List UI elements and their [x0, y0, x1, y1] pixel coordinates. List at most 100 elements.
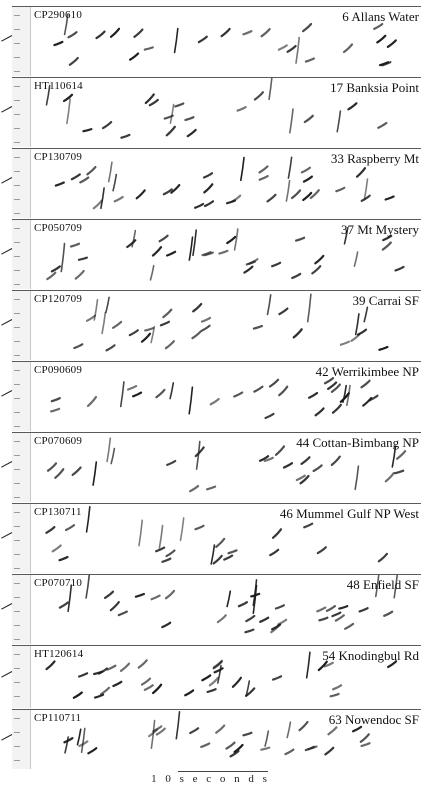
- syllable-mark: [302, 22, 313, 33]
- syllable-mark: [63, 14, 69, 36]
- syllable-mark: [375, 575, 380, 598]
- syllable-mark: [102, 121, 113, 130]
- frequency-axis: [12, 575, 31, 644]
- axis-tick: [14, 760, 20, 761]
- syllable-mark: [203, 200, 215, 208]
- frequency-axis: [12, 433, 31, 502]
- axis-tick: [14, 654, 20, 655]
- recording-code: HT110614: [34, 80, 83, 92]
- axis-tick: [14, 597, 20, 598]
- site-label: 39 Carrai SF: [352, 293, 419, 308]
- syllable-mark: [140, 332, 152, 343]
- syllable-mark: [209, 398, 220, 406]
- recording-code: CP090609: [34, 364, 83, 376]
- syllable-mark: [343, 227, 349, 245]
- syllable-mark: [150, 594, 161, 601]
- spectrogram-image: [45, 78, 388, 139]
- axis-tick: [14, 355, 20, 356]
- syllable-mark: [87, 747, 98, 755]
- axis-tick: [14, 299, 20, 300]
- syllable-mark: [330, 383, 341, 393]
- syllable-mark: [291, 272, 302, 280]
- syllable-mark: [394, 265, 405, 272]
- syllable-mark: [158, 524, 164, 549]
- syllable-mark: [201, 674, 212, 682]
- syllable-mark: [202, 172, 214, 179]
- syllable-mark: [58, 601, 69, 609]
- syllable-mark: [282, 462, 294, 469]
- syllable-mark: [51, 544, 62, 553]
- syllable-mark: [66, 98, 71, 125]
- recording-code: CP110711: [34, 712, 82, 724]
- syllable-mark: [382, 234, 393, 242]
- time-scale-bar: [178, 771, 268, 772]
- syllable-mark: [95, 30, 106, 40]
- syllable-mark: [233, 391, 244, 398]
- syllable-mark: [213, 667, 224, 674]
- syllable-mark: [120, 133, 131, 139]
- syllable-mark: [80, 727, 86, 753]
- syllable-mark: [103, 590, 115, 599]
- syllable-mark: [159, 320, 170, 327]
- spectrogram-panel: CP290610 6 Allans Water: [12, 6, 421, 76]
- syllable-mark: [350, 333, 361, 342]
- syllable-mark: [344, 622, 355, 630]
- syllable-mark: [252, 324, 263, 330]
- spectrogram-panel: CP070710 48 Enfield SF: [12, 574, 421, 644]
- syllable-mark: [277, 44, 288, 51]
- leader-line: [1, 35, 13, 42]
- syllable-mark: [259, 616, 270, 623]
- syllable-mark: [396, 450, 407, 460]
- spectrogram-panel: CP120709 39 Carrai SF: [12, 290, 421, 360]
- axis-tick: [14, 732, 20, 733]
- syllable-mark: [133, 28, 144, 38]
- syllable-mark: [109, 27, 121, 38]
- syllable-mark: [312, 464, 323, 473]
- site-label: 42 Werrikimbee NP: [315, 364, 419, 379]
- syllable-mark: [298, 720, 309, 732]
- axis-tick: [14, 142, 20, 143]
- axis-tick: [14, 157, 20, 158]
- syllable-mark: [225, 199, 237, 205]
- syllable-mark: [144, 93, 155, 105]
- syllable-mark: [149, 264, 155, 281]
- syllable-mark: [336, 110, 342, 133]
- syllable-mark: [206, 485, 217, 491]
- syllable-mark: [331, 611, 342, 618]
- syllable-mark: [150, 325, 156, 344]
- axis-tick: [14, 611, 20, 612]
- syllable-mark: [377, 121, 388, 129]
- syllable-mark: [300, 456, 311, 465]
- syllable-mark: [78, 740, 89, 748]
- site-label: 48 Enfield SF: [346, 577, 419, 592]
- axis-tick: [14, 15, 20, 16]
- syllable-mark: [286, 721, 292, 739]
- axis-tick: [14, 86, 20, 87]
- syllable-mark: [215, 724, 226, 734]
- syllable-mark: [134, 592, 145, 598]
- syllable-mark: [318, 616, 329, 622]
- syllable-mark: [259, 455, 270, 462]
- axis-tick: [14, 256, 20, 257]
- axis-tick: [14, 639, 20, 640]
- syllable-mark: [162, 308, 173, 319]
- syllable-mark: [194, 202, 205, 209]
- syllable-mark: [64, 736, 69, 754]
- syllable-mark: [67, 584, 73, 613]
- syllable-mark: [260, 746, 271, 751]
- syllable-mark: [70, 173, 81, 181]
- syllable-mark: [113, 195, 124, 203]
- syllable-mark: [387, 660, 398, 669]
- syllable-mark: [60, 242, 66, 273]
- syllable-mark: [54, 468, 65, 479]
- time-scale-label: 1 0 s e c o n d s: [151, 773, 270, 785]
- leader-line: [1, 461, 13, 468]
- syllable-mark: [303, 114, 314, 124]
- syllable-mark: [197, 35, 208, 44]
- syllable-mark: [284, 748, 295, 756]
- syllable-mark: [86, 395, 98, 407]
- leader-line: [1, 532, 13, 539]
- syllable-mark: [277, 618, 288, 626]
- syllable-mark: [188, 236, 194, 261]
- recording-code: CP050709: [34, 222, 83, 234]
